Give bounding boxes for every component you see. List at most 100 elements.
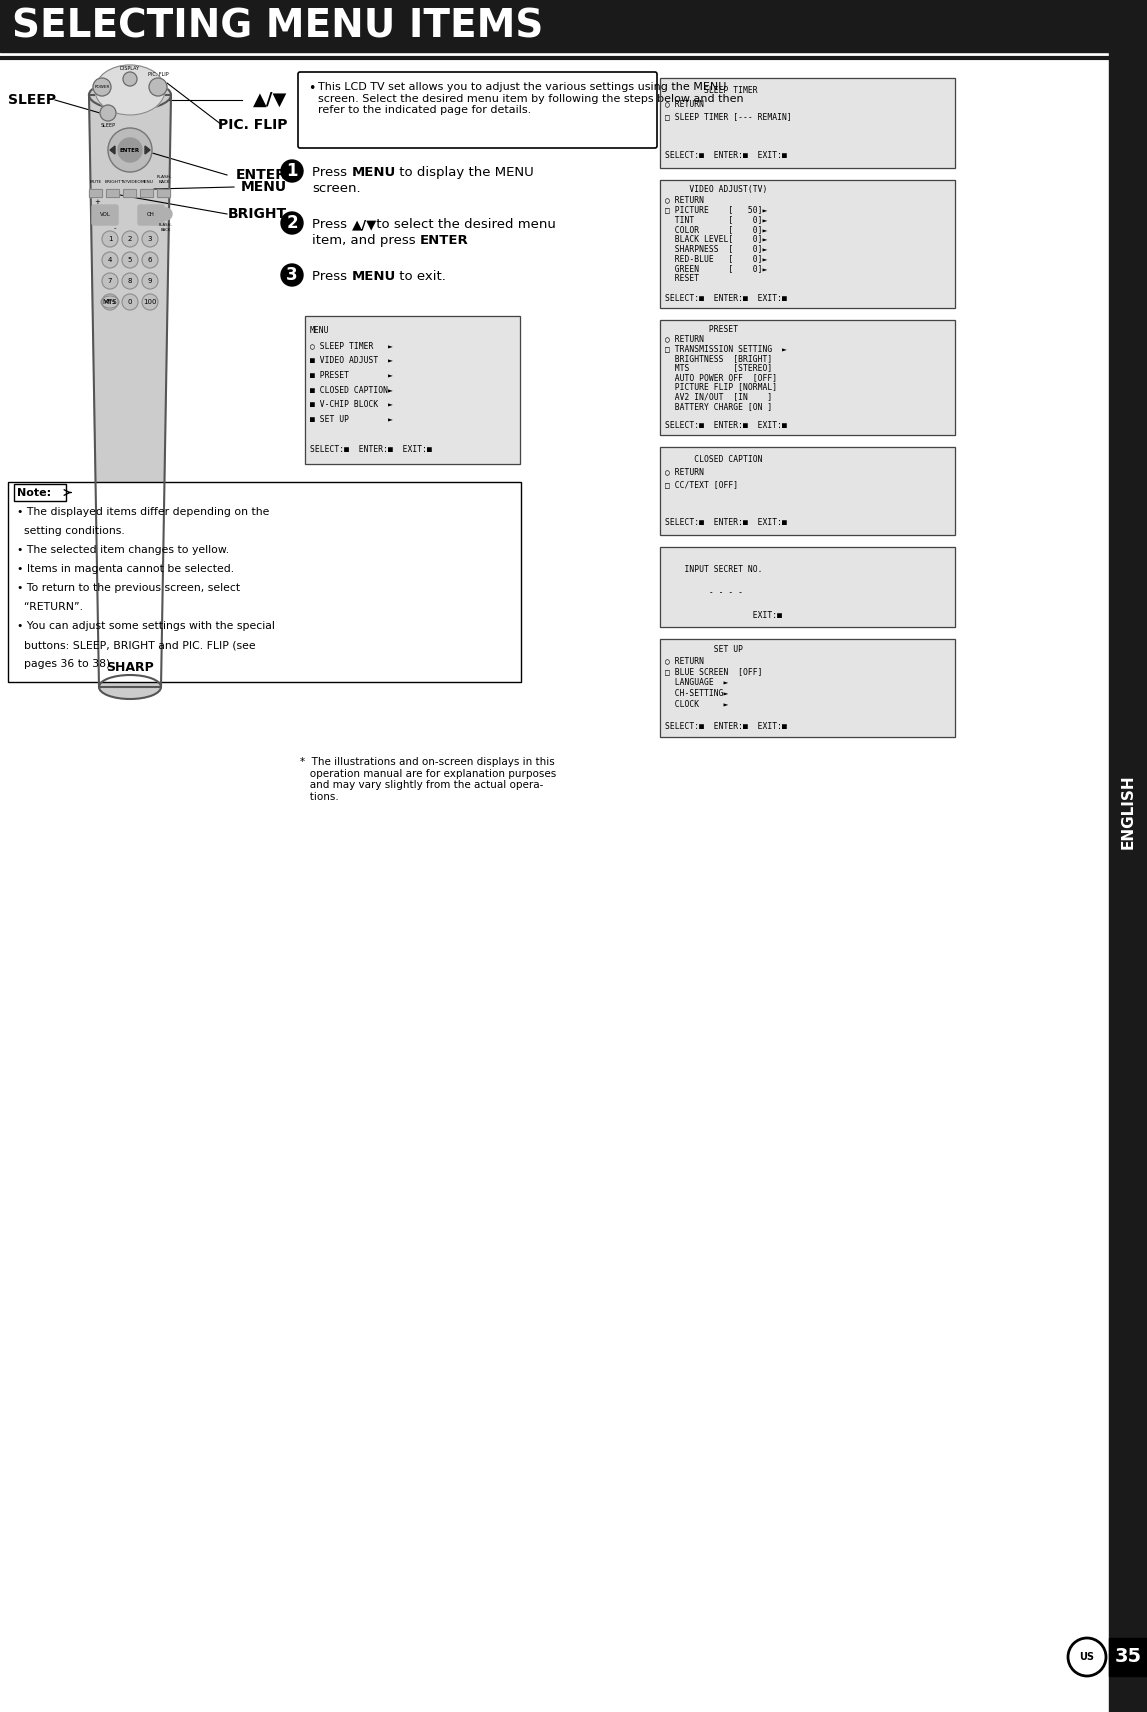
Circle shape: [102, 294, 118, 310]
Bar: [660, 320, 955, 435]
Bar: [89, 188, 102, 197]
Bar: [660, 548, 955, 627]
Polygon shape: [89, 94, 171, 687]
Text: INPUT SECRET NO.: INPUT SECRET NO.: [665, 565, 763, 574]
Text: CLOCK     ►: CLOCK ►: [665, 700, 728, 709]
Text: 0: 0: [127, 300, 132, 305]
Text: FLASH-
BACK: FLASH- BACK: [159, 223, 173, 231]
Text: 6: 6: [148, 257, 153, 264]
Text: This LCD TV set allows you to adjust the various settings using the MENU
screen.: This LCD TV set allows you to adjust the…: [318, 82, 743, 115]
Circle shape: [118, 139, 142, 163]
Text: BLACK LEVEL[    0]►: BLACK LEVEL[ 0]►: [665, 235, 767, 243]
Text: SELECT:■  ENTER:■  EXIT:■: SELECT:■ ENTER:■ EXIT:■: [310, 445, 432, 454]
Text: 8: 8: [127, 277, 132, 284]
Text: 1: 1: [108, 236, 112, 241]
Text: Press: Press: [312, 166, 351, 180]
Text: SLEEP TIMER: SLEEP TIMER: [665, 86, 758, 96]
Text: .: .: [458, 235, 462, 247]
Text: □ SLEEP TIMER [--- REMAIN]: □ SLEEP TIMER [--- REMAIN]: [665, 111, 791, 122]
Bar: [660, 548, 955, 627]
Text: US: US: [1079, 1652, 1094, 1662]
Text: SELECT:■  ENTER:■  EXIT:■: SELECT:■ ENTER:■ EXIT:■: [665, 421, 787, 430]
Bar: [660, 639, 955, 736]
Text: • Items in magenta cannot be selected.: • Items in magenta cannot be selected.: [17, 563, 234, 574]
Text: FLASH-
BACK: FLASH- BACK: [156, 175, 172, 183]
Text: SELECT:■  ENTER:■  EXIT:■: SELECT:■ ENTER:■ EXIT:■: [665, 519, 787, 527]
Text: • You can adjust some settings with the special: • You can adjust some settings with the …: [17, 621, 275, 632]
Bar: [123, 188, 136, 197]
Text: 1: 1: [287, 163, 298, 180]
Text: □ CC/TEXT [OFF]: □ CC/TEXT [OFF]: [665, 479, 739, 490]
Circle shape: [102, 231, 118, 247]
Bar: [305, 317, 520, 464]
Text: ○ RETURN: ○ RETURN: [665, 656, 704, 666]
Text: MENU: MENU: [352, 166, 396, 180]
Text: BRIGHT: BRIGHT: [228, 207, 287, 221]
Circle shape: [281, 212, 303, 235]
Text: BRIGHT: BRIGHT: [104, 180, 122, 183]
Text: RED-BLUE   [    0]►: RED-BLUE [ 0]►: [665, 255, 767, 264]
Text: 100: 100: [143, 300, 157, 305]
Circle shape: [281, 159, 303, 181]
Text: MENU: MENU: [241, 180, 287, 193]
Text: MENU: MENU: [352, 270, 396, 282]
Text: 9: 9: [148, 277, 153, 284]
Bar: [660, 180, 955, 308]
Circle shape: [108, 128, 153, 171]
Bar: [8, 483, 521, 681]
Circle shape: [149, 79, 167, 96]
Circle shape: [102, 272, 118, 289]
Circle shape: [123, 72, 136, 86]
Text: VIDEO ADJUST(TV): VIDEO ADJUST(TV): [665, 185, 767, 195]
Text: • The selected item changes to yellow.: • The selected item changes to yellow.: [17, 544, 229, 555]
Text: CH: CH: [147, 212, 155, 216]
Text: pages 36 to 38).: pages 36 to 38).: [17, 659, 114, 669]
Bar: [305, 317, 520, 464]
Text: MENU: MENU: [310, 327, 329, 336]
Text: ■ CLOSED CAPTION►: ■ CLOSED CAPTION►: [310, 385, 393, 394]
Text: “RETURN”.: “RETURN”.: [17, 603, 83, 611]
Circle shape: [122, 272, 138, 289]
Bar: [660, 639, 955, 736]
Text: 7: 7: [108, 277, 112, 284]
Text: EXIT:■: EXIT:■: [665, 611, 782, 620]
Text: □ TRANSMISSION SETTING  ►: □ TRANSMISSION SETTING ►: [665, 344, 787, 353]
Circle shape: [102, 252, 118, 269]
Bar: [660, 447, 955, 536]
Text: SELECTING MENU ITEMS: SELECTING MENU ITEMS: [11, 7, 544, 45]
Text: 4: 4: [108, 257, 112, 264]
Bar: [106, 188, 119, 197]
Circle shape: [142, 294, 158, 310]
Bar: [106, 188, 119, 197]
Text: item, and press: item, and press: [312, 235, 420, 247]
Text: SELECT:■  ENTER:■  EXIT:■: SELECT:■ ENTER:■ EXIT:■: [665, 294, 787, 303]
Text: to display the MENU: to display the MENU: [395, 166, 533, 180]
Text: 3: 3: [148, 236, 153, 241]
Text: POWER: POWER: [94, 86, 110, 89]
Circle shape: [93, 79, 111, 96]
Text: PIC. FLIP: PIC. FLIP: [148, 72, 169, 77]
Text: Press: Press: [312, 217, 351, 231]
FancyBboxPatch shape: [298, 72, 657, 147]
Ellipse shape: [99, 675, 161, 698]
Text: screen.: screen.: [312, 181, 360, 195]
Text: SLEEP: SLEEP: [101, 123, 116, 127]
Text: -: -: [114, 224, 117, 231]
Bar: [1109, 1638, 1147, 1676]
Circle shape: [122, 294, 138, 310]
Text: 3: 3: [287, 265, 298, 284]
Circle shape: [142, 252, 158, 269]
Text: ■ V-CHIP BLOCK  ►: ■ V-CHIP BLOCK ►: [310, 401, 393, 409]
Text: buttons: SLEEP, BRIGHT and PIC. FLIP (see: buttons: SLEEP, BRIGHT and PIC. FLIP (se…: [17, 640, 256, 651]
Text: SELECT:■  ENTER:■  EXIT:■: SELECT:■ ENTER:■ EXIT:■: [665, 722, 787, 731]
Text: PIC. FLIP: PIC. FLIP: [218, 118, 287, 132]
Text: ▲/▼: ▲/▼: [252, 91, 287, 110]
Circle shape: [122, 231, 138, 247]
Text: ENGLISH: ENGLISH: [1121, 776, 1136, 849]
Text: MTS: MTS: [104, 300, 116, 305]
Text: PICTURE FLIP [NORMAL]: PICTURE FLIP [NORMAL]: [665, 382, 778, 392]
Bar: [123, 188, 136, 197]
Bar: [660, 180, 955, 308]
Text: CH-SETTING►: CH-SETTING►: [665, 688, 728, 698]
Text: ▲/▼: ▲/▼: [352, 217, 377, 231]
